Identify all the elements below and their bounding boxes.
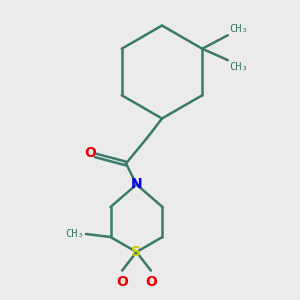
Text: N: N <box>131 178 142 191</box>
Text: CH₃: CH₃ <box>229 24 248 34</box>
Text: O: O <box>116 275 128 289</box>
Text: O: O <box>84 146 96 160</box>
Text: S: S <box>131 245 142 259</box>
Text: CH₃: CH₃ <box>66 229 84 239</box>
Text: CH₃: CH₃ <box>229 62 248 72</box>
Text: O: O <box>145 275 157 289</box>
